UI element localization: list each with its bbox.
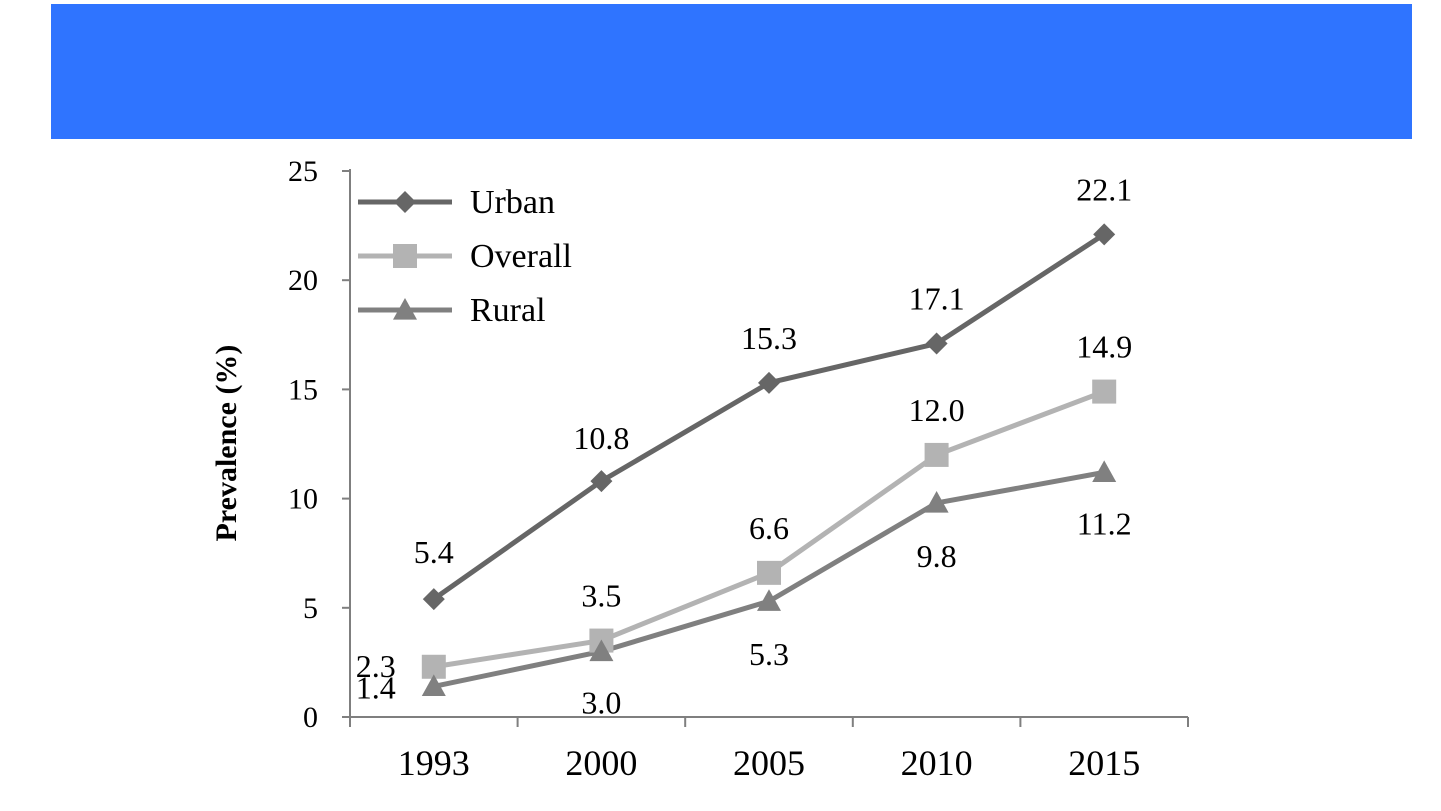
marker-rural	[589, 639, 614, 662]
legend-label-urban: Urban	[470, 184, 555, 221]
y-tick-label: 10	[288, 483, 318, 516]
data-label-rural: 9.8	[917, 538, 957, 574]
data-label-overall: 3.5	[581, 578, 621, 614]
marker-urban	[590, 470, 613, 493]
y-tick-label: 15	[288, 373, 318, 406]
legend: Urban Overall Rural	[358, 184, 572, 329]
marker-urban	[925, 332, 948, 355]
data-label-rural: 1.4	[356, 669, 396, 705]
marker-overall	[1092, 379, 1117, 404]
x-tick-label: 2010	[901, 743, 973, 783]
x-tick-labels: 1993 2000 2005 2010 2015	[398, 743, 1140, 783]
y-tick-label: 25	[288, 155, 318, 188]
legend-marker-overall	[393, 244, 417, 268]
legend-marker-rural	[393, 298, 417, 320]
x-tick-label: 1993	[398, 743, 470, 783]
y-tick-label: 0	[303, 701, 318, 734]
data-label-overall: 2.3	[356, 648, 396, 684]
data-label-rural: 3.0	[581, 684, 621, 720]
marker-urban	[422, 588, 445, 611]
y-tick-label: 5	[303, 592, 318, 625]
y-tick-label: 20	[288, 264, 318, 297]
data-label-overall: 6.6	[749, 510, 789, 546]
data-label-overall: 14.9	[1076, 329, 1132, 365]
axes	[342, 169, 1189, 727]
data-label-urban: 22.1	[1076, 171, 1132, 207]
y-axis-label: Prevalence (%)	[210, 345, 243, 542]
data-label-urban: 17.1	[909, 281, 965, 317]
x-tick-label: 2005	[733, 743, 805, 783]
data-labels: 5.4 10.8 15.3 17.1 22.1 2.3 3.5 6.6 12.0 14.9 1.4 3…	[356, 171, 1132, 720]
marker-rural	[924, 490, 949, 513]
marker-rural	[1092, 460, 1117, 482]
header-band	[51, 4, 1412, 139]
legend-marker-urban	[394, 191, 416, 213]
marker-urban	[758, 371, 780, 394]
data-label-urban: 10.8	[573, 420, 629, 456]
x-tick-label: 2000	[565, 743, 637, 783]
marker-urban	[1093, 223, 1116, 246]
marker-overall	[924, 442, 949, 467]
data-label-urban: 5.4	[414, 534, 454, 570]
marker-rural	[757, 589, 781, 611]
y-tick-labels: 0 5 10 15 20 25	[288, 155, 318, 734]
marker-overall	[757, 560, 781, 585]
series-markers	[421, 223, 1117, 697]
data-label-urban: 15.3	[741, 320, 797, 356]
legend-label-overall: Overall	[470, 238, 572, 275]
x-tick-label: 2015	[1068, 743, 1140, 783]
data-label-rural: 5.3	[749, 636, 789, 672]
marker-rural	[421, 674, 446, 697]
data-label-overall: 12.0	[909, 392, 965, 428]
legend-label-rural: Rural	[470, 292, 546, 329]
data-label-rural: 11.2	[1077, 505, 1132, 541]
